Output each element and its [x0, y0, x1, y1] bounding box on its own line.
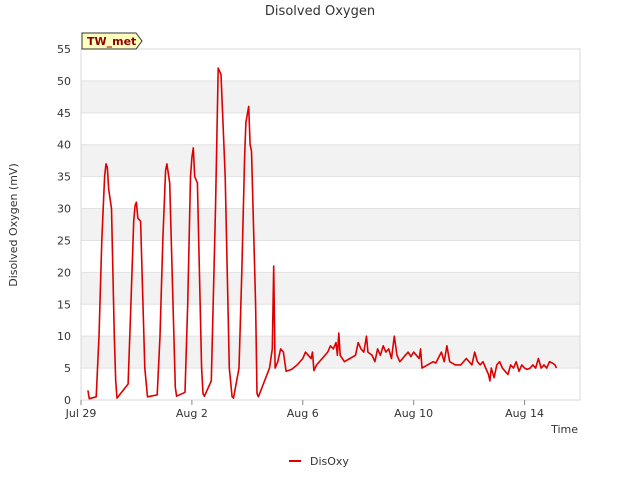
y-axis-ticks: 0 5 10 15 20 25 30 35 40 45 50 55 — [57, 43, 71, 407]
legend-label-disoxy: DisOxy — [310, 455, 349, 468]
y-tick-label: 5 — [64, 362, 71, 375]
series-lines — [87, 67, 558, 400]
y-tick-label: 20 — [57, 266, 71, 279]
y-tick-label: 35 — [57, 171, 71, 184]
y-tick-label: 0 — [64, 394, 71, 407]
y-tick-label: 45 — [57, 107, 71, 120]
x-tick-label: Aug 6 — [287, 407, 319, 420]
y-tick-label: 10 — [57, 330, 71, 343]
series-line-disoxy — [87, 67, 558, 400]
y-axis-label: Disolved Oxygen (mV) — [7, 163, 20, 287]
y-tick-label: 55 — [57, 43, 71, 56]
grid-band — [81, 144, 580, 177]
x-axis-label: Time — [550, 423, 578, 436]
y-tick-label: 50 — [57, 75, 71, 88]
station-badge: TW_met — [81, 32, 143, 50]
badge-label: TW_met — [87, 35, 136, 48]
plot-area — [80, 48, 581, 401]
badge-box — [81, 32, 143, 50]
x-tick-label: Aug 14 — [505, 407, 544, 420]
y-tick-label: 40 — [57, 139, 71, 152]
y-tick-label: 15 — [57, 298, 71, 311]
legend: DisOxy — [289, 455, 349, 468]
x-tick-label: Aug 2 — [176, 407, 208, 420]
grid-band — [81, 80, 580, 113]
grid-band — [81, 336, 580, 369]
grid-band — [81, 272, 580, 305]
chart-title: Disolved Oxygen — [265, 4, 375, 19]
y-tick-label: 30 — [57, 203, 71, 216]
grid-bands — [81, 80, 580, 369]
x-tick-label: Aug 10 — [394, 407, 433, 420]
grid-band — [81, 208, 580, 241]
x-tick-label: Jul 29 — [65, 407, 97, 420]
x-axis-ticks: Jul 29 Aug 2 Aug 6 Aug 10 Aug 14 — [65, 400, 544, 420]
y-tick-label: 25 — [57, 234, 71, 247]
